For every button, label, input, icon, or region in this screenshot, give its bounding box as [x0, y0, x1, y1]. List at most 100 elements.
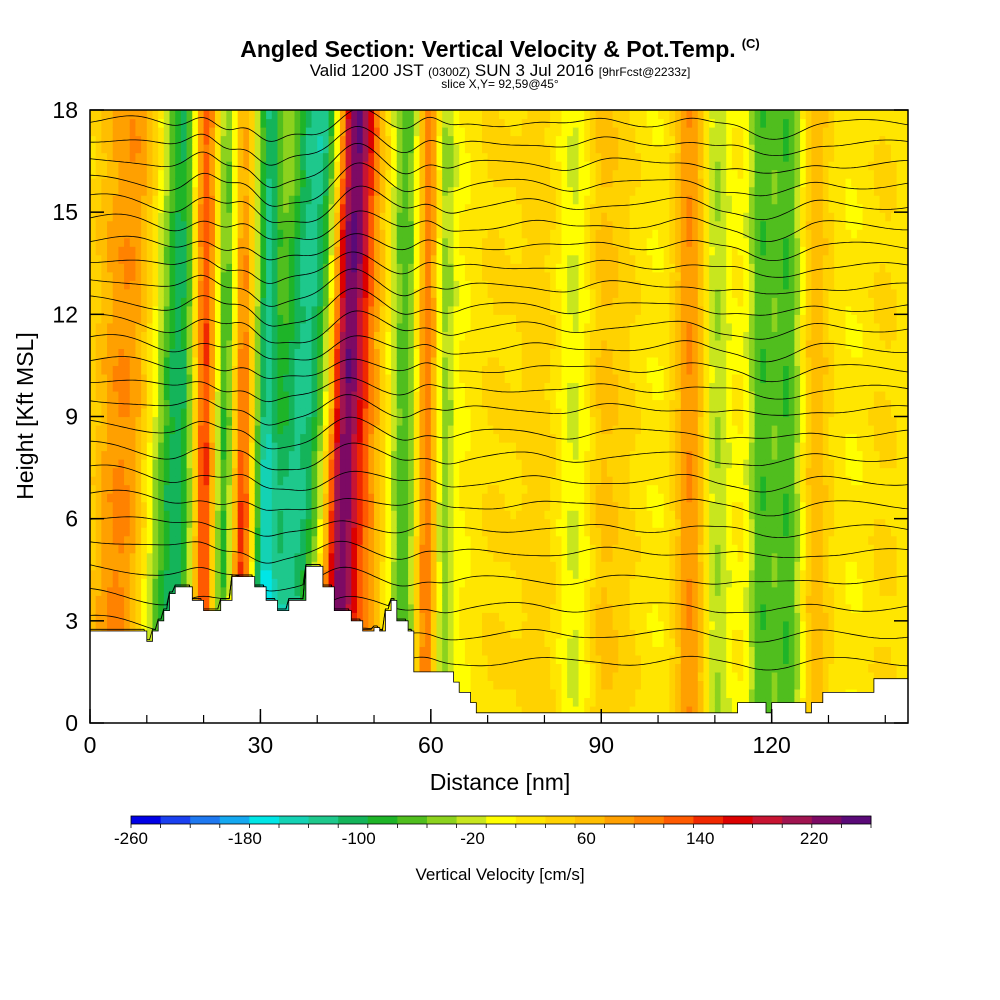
velocity-cell [379, 612, 386, 622]
velocity-cell [146, 595, 154, 605]
velocity-cell [464, 390, 472, 401]
velocity-cell [459, 612, 466, 622]
velocity-cell [209, 280, 216, 290]
velocity-cell [226, 169, 233, 179]
velocity-cell [470, 561, 477, 571]
velocity-cell [260, 365, 267, 375]
velocity-cell [447, 586, 455, 596]
velocity-cell [254, 459, 262, 469]
velocity-cell [396, 144, 404, 154]
velocity-cell [266, 416, 273, 426]
velocity-cell [453, 365, 460, 375]
velocity-cell [368, 331, 375, 341]
velocity-cell [453, 203, 460, 213]
velocity-cell [283, 339, 290, 349]
velocity-cell [300, 510, 307, 520]
velocity-cell [419, 450, 426, 460]
velocity-cell [311, 459, 318, 469]
velocity-cell [90, 127, 97, 137]
velocity-cell [385, 212, 392, 222]
velocity-cell [459, 161, 466, 171]
velocity-cell [464, 680, 472, 690]
velocity-cell [402, 493, 409, 503]
velocity-cell [334, 305, 341, 315]
velocity-cell [95, 390, 102, 401]
velocity-cell [118, 322, 125, 332]
velocity-cell [419, 637, 426, 647]
velocity-cell [209, 552, 216, 562]
velocity-cell [294, 271, 301, 281]
velocity-cell [260, 110, 267, 120]
velocity-cell [436, 339, 443, 349]
velocity-cell [271, 493, 279, 503]
velocity-cell [322, 544, 330, 554]
velocity-cell [95, 416, 102, 426]
velocity-cell [260, 288, 267, 298]
velocity-cell [158, 586, 165, 596]
velocity-cell [192, 212, 199, 222]
velocity-cell [374, 390, 381, 401]
velocity-cell [175, 135, 182, 145]
velocity-cell [152, 348, 159, 358]
velocity-cell [356, 271, 364, 281]
velocity-cell [271, 169, 279, 179]
velocity-cell [277, 220, 284, 230]
velocity-cell [112, 484, 119, 494]
velocity-cell [163, 595, 171, 605]
velocity-cell [345, 382, 352, 392]
velocity-cell [158, 178, 165, 188]
velocity-cell [243, 305, 250, 315]
velocity-cell [402, 586, 409, 596]
velocity-cell [402, 595, 409, 605]
velocity-cell [107, 305, 114, 315]
velocity-cell [413, 246, 421, 256]
velocity-cell [339, 569, 347, 579]
velocity-cell [436, 373, 443, 384]
velocity-cell [214, 246, 222, 256]
velocity-cell [197, 561, 205, 571]
velocity-cell [283, 442, 290, 452]
velocity-cell [430, 399, 438, 409]
velocity-cell [425, 169, 432, 179]
velocity-cell [288, 331, 296, 341]
velocity-cell [175, 527, 182, 537]
velocity-cell [345, 373, 352, 384]
velocity-cell [214, 586, 222, 596]
velocity-cell [425, 535, 432, 545]
velocity-cell [101, 237, 108, 247]
velocity-cell [90, 459, 97, 469]
velocity-cell [334, 288, 341, 298]
velocity-cell [118, 416, 125, 426]
velocity-cell [192, 510, 199, 520]
velocity-cell [283, 450, 290, 460]
velocity-cell [158, 535, 165, 545]
velocity-cell [101, 578, 108, 588]
velocity-cell [101, 476, 108, 486]
velocity-cell [237, 552, 244, 562]
velocity-cell [260, 348, 267, 358]
velocity-cell [356, 305, 364, 315]
velocity-cell [345, 237, 352, 247]
velocity-cell [294, 569, 301, 579]
velocity-cell [481, 637, 489, 647]
velocity-cell [163, 373, 171, 384]
velocity-cell [442, 527, 449, 537]
velocity-cell [243, 510, 250, 520]
velocity-cell [112, 399, 119, 409]
velocity-cell [464, 263, 472, 273]
velocity-cell [464, 637, 472, 647]
velocity-cell [362, 510, 369, 520]
velocity-cell [470, 697, 477, 707]
velocity-cell [192, 348, 199, 358]
velocity-cell [362, 144, 369, 154]
velocity-cell [112, 407, 119, 418]
velocity-cell [356, 356, 364, 367]
velocity-cell [470, 339, 477, 349]
velocity-cell [339, 382, 347, 392]
velocity-cell [101, 178, 108, 188]
velocity-cell [408, 246, 415, 256]
velocity-cell [90, 348, 97, 358]
velocity-cell [254, 271, 262, 281]
velocity-cell [129, 161, 137, 171]
velocity-cell [419, 467, 426, 477]
